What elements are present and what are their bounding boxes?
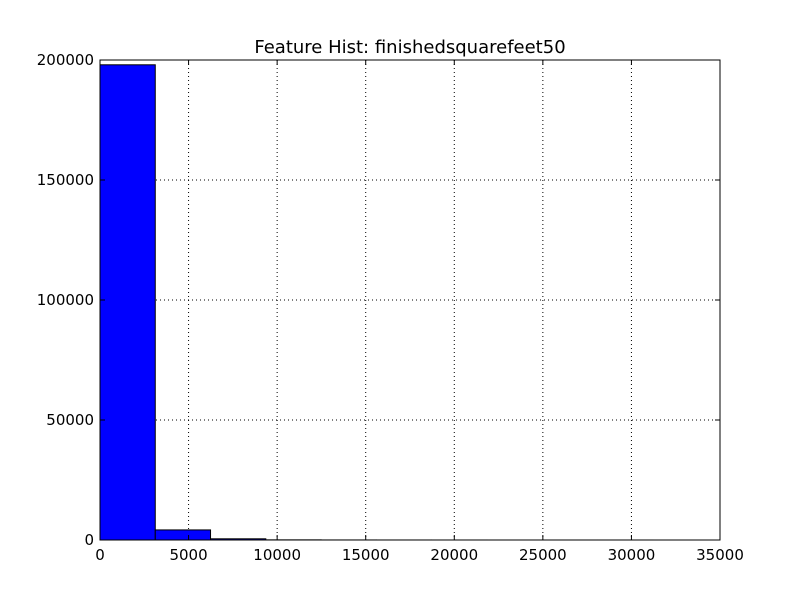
y-tick-label: 100000 <box>37 291 94 309</box>
x-tick-label: 25000 <box>519 546 567 564</box>
x-tick-label: 20000 <box>430 546 478 564</box>
grid <box>100 60 720 540</box>
x-tick-labels: 0 5000 10000 15000 20000 25000 30000 35000 <box>95 546 744 564</box>
y-tick-label: 0 <box>84 531 94 549</box>
histogram-bar <box>100 65 155 540</box>
x-tick-label: 30000 <box>608 546 656 564</box>
x-tick-label: 35000 <box>696 546 744 564</box>
y-tick-label: 200000 <box>37 51 94 69</box>
chart-title: Feature Hist: finishedsquarefeet50 <box>254 37 565 58</box>
y-tick-labels: 0 50000 100000 150000 200000 <box>37 51 94 549</box>
bars <box>100 65 653 540</box>
histogram-bar <box>155 530 210 540</box>
x-tick-label: 10000 <box>253 546 301 564</box>
x-tick-label: 0 <box>95 546 105 564</box>
x-tick-label: 15000 <box>342 546 390 564</box>
y-tick-label: 50000 <box>46 411 94 429</box>
x-tick-label: 5000 <box>169 546 207 564</box>
y-tick-label: 150000 <box>37 171 94 189</box>
